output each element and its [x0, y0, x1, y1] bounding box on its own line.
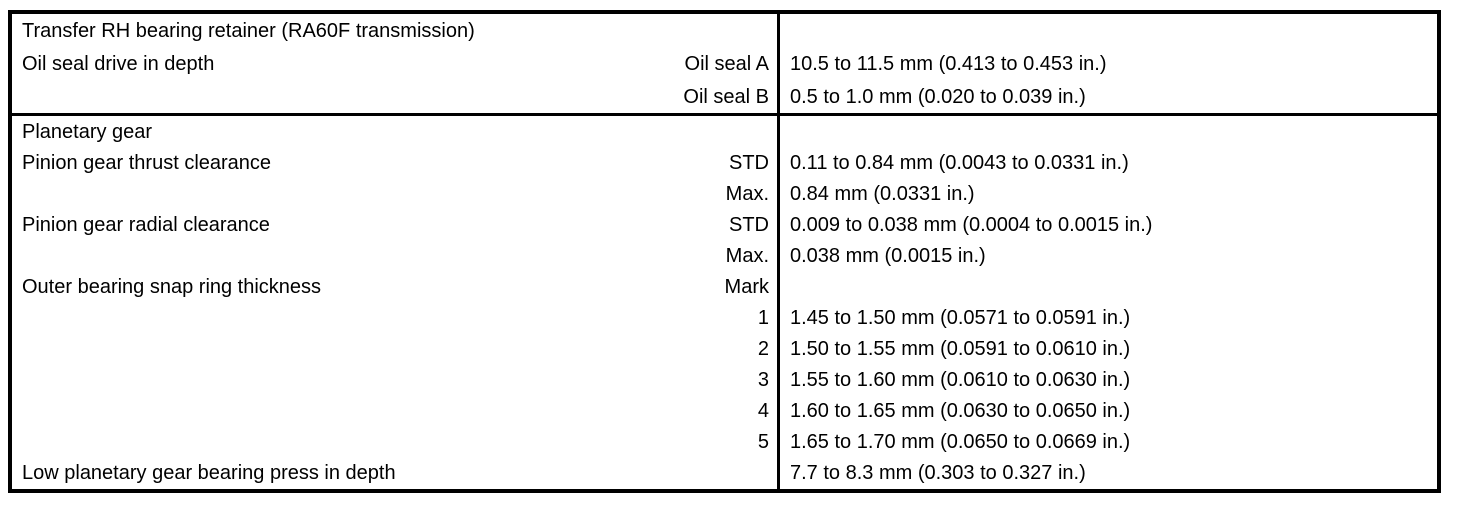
- spec-sublabel: STD: [729, 213, 769, 236]
- spec-row: Outer bearing snap ring thickness Mark: [12, 271, 1437, 303]
- spec-label-cell: Pinion gear thrust clearance STD: [12, 147, 777, 178]
- spec-label: Pinion gear thrust clearance: [22, 151, 272, 174]
- spec-row: Oil seal drive in depth Oil seal A 10.5 …: [12, 47, 1437, 80]
- spec-sublabel: 5: [757, 431, 769, 454]
- spec-value: 10.5 to 11.5 mm (0.413 to 0.453 in.): [790, 52, 1107, 75]
- spec-sublabel: Mark: [724, 275, 769, 298]
- spec-row: Oil seal B 0.5 to 1.0 mm (0.020 to 0.039…: [12, 80, 1437, 113]
- spec-sublabel: 2: [757, 338, 769, 361]
- spec-value: 0.5 to 1.0 mm (0.020 to 0.039 in.): [790, 85, 1086, 108]
- spec-label-cell: Transfer RH bearing retainer (RA60F tran…: [12, 14, 777, 47]
- spec-value: 1.55 to 1.60 mm (0.0610 to 0.0630 in.): [790, 369, 1131, 392]
- spec-sublabel: 1: [757, 307, 769, 329]
- spec-value-cell: [777, 271, 1437, 303]
- specifications-table: Transfer RH bearing retainer (RA60F tran…: [8, 10, 1441, 493]
- spec-value-cell: 10.5 to 11.5 mm (0.413 to 0.453 in.): [777, 47, 1437, 80]
- spec-value-cell: [777, 116, 1437, 148]
- spec-label-cell: 1: [12, 302, 777, 333]
- spec-value-cell: 1.60 to 1.65 mm (0.0630 to 0.0650 in.): [777, 395, 1437, 427]
- spec-row: Pinion gear thrust clearance STD 0.11 to…: [12, 147, 1437, 179]
- spec-value: 1.65 to 1.70 mm (0.0650 to 0.0669 in.): [790, 431, 1131, 454]
- spec-label: Pinion gear radial clearance: [22, 213, 270, 236]
- spec-sublabel: 4: [757, 400, 769, 423]
- spec-value-cell: 0.11 to 0.84 mm (0.0043 to 0.0331 in.): [777, 147, 1437, 179]
- spec-row: 3 1.55 to 1.60 mm (0.0610 to 0.0630 in.): [12, 364, 1437, 396]
- spec-row: Planetary gear: [12, 116, 1437, 148]
- spec-value-cell: 0.5 to 1.0 mm (0.020 to 0.039 in.): [777, 80, 1437, 113]
- spec-value-cell: [777, 14, 1437, 47]
- spec-value: 0.009 to 0.038 mm (0.0004 to 0.0015 in.): [790, 213, 1153, 236]
- spec-row: 2 1.50 to 1.55 mm (0.0591 to 0.0610 in.): [12, 333, 1437, 365]
- spec-sublabel: Max.: [725, 182, 769, 205]
- spec-label-cell: 2: [12, 334, 777, 365]
- spec-value-cell: 1.50 to 1.55 mm (0.0591 to 0.0610 in.): [777, 333, 1437, 365]
- spec-value-cell: 1.65 to 1.70 mm (0.0650 to 0.0669 in.): [777, 426, 1437, 458]
- spec-label: Outer bearing snap ring thickness: [22, 275, 322, 298]
- spec-sublabel: Oil seal B: [683, 85, 769, 108]
- spec-value: 7.7 to 8.3 mm (0.303 to 0.327 in.): [790, 462, 1086, 485]
- spec-row: 5 1.65 to 1.70 mm (0.0650 to 0.0669 in.): [12, 426, 1437, 458]
- section-transfer-rh-bearing-retainer: Transfer RH bearing retainer (RA60F tran…: [12, 14, 1437, 113]
- spec-value-cell: 1.55 to 1.60 mm (0.0610 to 0.0630 in.): [777, 364, 1437, 396]
- spec-label-cell: Max.: [12, 178, 777, 209]
- spec-label-cell: Low planetary gear bearing press in dept…: [12, 458, 777, 489]
- section-planetary-gear: Planetary gear Pinion gear thrust cleara…: [12, 113, 1437, 489]
- spec-value: 0.11 to 0.84 mm (0.0043 to 0.0331 in.): [790, 151, 1129, 174]
- spec-row: Max. 0.84 mm (0.0331 in.): [12, 178, 1437, 210]
- spec-row: 1 1.45 to 1.50 mm (0.0571 to 0.0591 in.): [12, 302, 1437, 334]
- spec-value: 0.038 mm (0.0015 in.): [790, 244, 986, 267]
- spec-label-cell: 3: [12, 365, 777, 396]
- spec-value-cell: 7.7 to 8.3 mm (0.303 to 0.327 in.): [777, 457, 1437, 489]
- spec-row: 4 1.60 to 1.65 mm (0.0630 to 0.0650 in.): [12, 395, 1437, 427]
- spec-label-cell: Planetary gear: [12, 116, 777, 147]
- spec-label-cell: Outer bearing snap ring thickness Mark: [12, 271, 777, 302]
- spec-label-cell: Oil seal drive in depth Oil seal A: [12, 47, 777, 80]
- spec-label: Transfer RH bearing retainer (RA60F tran…: [22, 19, 475, 42]
- spec-row: Pinion gear radial clearance STD 0.009 t…: [12, 209, 1437, 241]
- spec-label: Oil seal drive in depth: [22, 52, 215, 75]
- spec-label-cell: Max.: [12, 240, 777, 271]
- spec-sublabel: Max.: [725, 244, 769, 267]
- spec-label-cell: 4: [12, 396, 777, 427]
- spec-row: Max. 0.038 mm (0.0015 in.): [12, 240, 1437, 272]
- spec-label-cell: Pinion gear radial clearance STD: [12, 209, 777, 240]
- spec-label: Low planetary gear bearing press in dept…: [22, 462, 396, 485]
- spec-value-cell: 1.45 to 1.50 mm (0.0571 to 0.0591 in.): [777, 302, 1437, 334]
- spec-row: Low planetary gear bearing press in dept…: [12, 457, 1437, 489]
- spec-label-cell: Oil seal B: [12, 80, 777, 113]
- spec-sublabel: Oil seal A: [684, 52, 769, 75]
- spec-sublabel: 3: [757, 369, 769, 392]
- spec-label: Planetary gear: [22, 120, 153, 143]
- spec-value: 1.60 to 1.65 mm (0.0630 to 0.0650 in.): [790, 400, 1131, 423]
- spec-row: Transfer RH bearing retainer (RA60F tran…: [12, 14, 1437, 47]
- spec-value: 0.84 mm (0.0331 in.): [790, 182, 975, 205]
- spec-sublabel: STD: [729, 151, 769, 174]
- spec-value: 1.45 to 1.50 mm (0.0571 to 0.0591 in.): [790, 307, 1131, 329]
- spec-value-cell: 0.038 mm (0.0015 in.): [777, 240, 1437, 272]
- spec-label-cell: 5: [12, 427, 777, 458]
- spec-value: 1.50 to 1.55 mm (0.0591 to 0.0610 in.): [790, 338, 1131, 361]
- spec-value-cell: 0.84 mm (0.0331 in.): [777, 178, 1437, 210]
- spec-value-cell: 0.009 to 0.038 mm (0.0004 to 0.0015 in.): [777, 209, 1437, 241]
